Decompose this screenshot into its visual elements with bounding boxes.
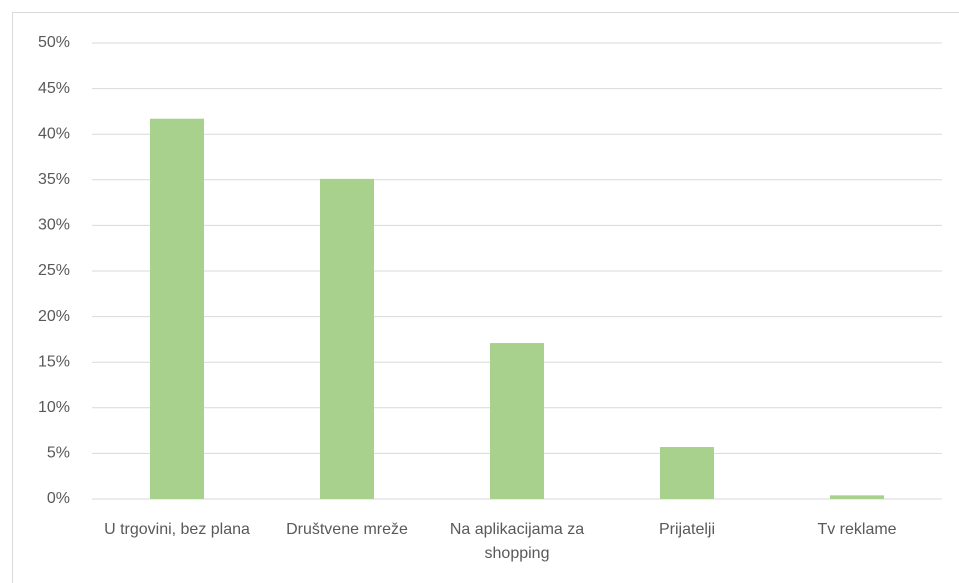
chart-border	[12, 12, 959, 583]
y-tick-label: 20%	[38, 308, 70, 325]
bar	[320, 178, 374, 499]
bar	[830, 495, 884, 499]
y-tick-label: 30%	[38, 217, 70, 234]
bar	[660, 447, 714, 499]
x-tick-label: Prijatelji	[658, 521, 715, 538]
x-tick-label: Tv reklame	[817, 521, 897, 538]
y-tick-label: 40%	[38, 125, 70, 142]
y-tick-label: 50%	[38, 34, 70, 51]
bar	[490, 343, 544, 499]
y-tick-label: 25%	[38, 262, 70, 279]
y-tick-label: 45%	[38, 80, 70, 97]
y-tick-label: 15%	[38, 353, 70, 370]
x-tick-label: U trgovini, bez plana	[104, 521, 250, 538]
y-tick-label: 35%	[38, 171, 70, 188]
y-tick-label: 5%	[47, 445, 70, 462]
y-tick-label: 10%	[38, 399, 70, 416]
y-tick-label: 0%	[47, 490, 70, 507]
x-tick-label: Društvene mreže	[286, 521, 408, 538]
x-tick-label: Na aplikacijama za shopping	[449, 521, 585, 562]
bar	[150, 118, 204, 500]
